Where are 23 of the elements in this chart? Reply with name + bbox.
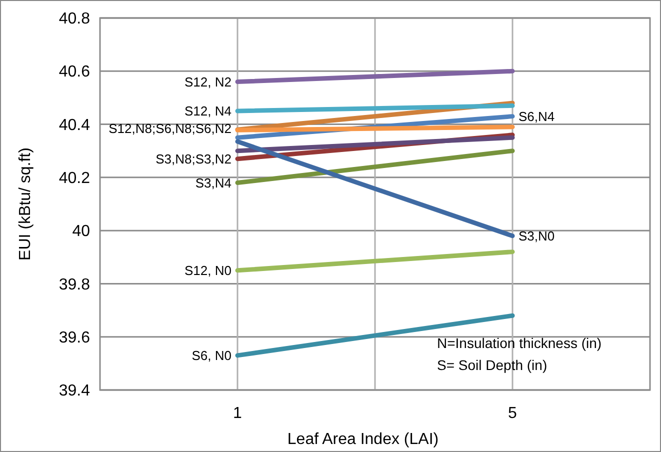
y-tick-label: 40.6 xyxy=(58,64,90,81)
x-tick-label: 1 xyxy=(233,405,242,422)
y-tick-label: 39.6 xyxy=(58,329,90,346)
annotation: S12,N8;S6,N8;S6,N2 xyxy=(108,120,232,136)
y-tick-label: 39.8 xyxy=(58,276,90,294)
annotation: N=Insulation thickness (in) xyxy=(437,335,602,351)
annotation: S6,N4 xyxy=(518,108,555,124)
annotation: S3,N0 xyxy=(518,228,555,244)
x-axis-title: Leaf Area Index (LAI) xyxy=(287,431,439,448)
annotation: S3,N8;S3,N2 xyxy=(156,151,232,166)
y-axis-title: EUI (kBtu/ sq.ft) xyxy=(17,148,34,260)
y-tick-label: 40 xyxy=(72,223,90,240)
y-tick-label: 40.2 xyxy=(58,170,90,188)
y-tick-label: 40.4 xyxy=(58,116,90,134)
annotation: S3,N4 xyxy=(195,175,232,190)
annotation: S= Soil Depth (in) xyxy=(437,357,548,373)
annotation: S6, N0 xyxy=(192,348,232,364)
annotation: S12, N2 xyxy=(184,74,232,90)
annotation: S12, N4 xyxy=(184,104,232,119)
y-tick-label: 40.8 xyxy=(58,10,90,28)
x-tick-label: 5 xyxy=(508,405,518,422)
y-tick-label: 39.4 xyxy=(58,382,90,400)
annotation: S12, N0 xyxy=(184,262,232,278)
